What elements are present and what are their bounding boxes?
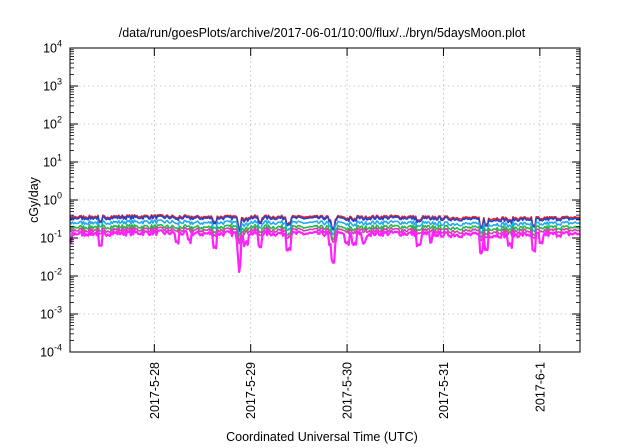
x-axis-label: Coordinated Universal Time (UTC) [226,430,418,444]
y-tick-label: 104 [43,39,62,56]
series-line [69,213,581,231]
grid [70,48,580,352]
y-tick-label: 103 [43,77,62,94]
y-ticks: 10-4 10-3 10-2 10-1 100 101 102 103 104 [40,39,580,360]
y-tick-label: 100 [43,191,62,208]
y-tick-label: 102 [43,115,62,132]
series-line [69,226,581,245]
series-line [68,229,581,274]
series-line [69,219,581,237]
x-tick-label: 2017-5-28 [148,362,162,419]
y-tick-label: 10-1 [40,229,62,246]
chart-title: /data/run/goesPlots/archive/2017-06-01/1… [119,26,526,40]
y-tick-label: 10-3 [40,305,62,322]
x-ticks: 2017-5-28 2017-5-29 2017-5-30 2017-5-31 2017… [148,48,547,419]
x-tick-label: 2017-5-31 [437,362,451,419]
y-tick-label: 101 [43,153,62,170]
y-axis-label: cGy/day [27,176,41,223]
x-tick-label: 2017-5-30 [341,362,355,419]
x-tick-label: 2017-5-29 [244,362,258,419]
y-tick-label: 10-4 [40,343,62,360]
y-tick-label: 10-2 [40,267,62,284]
series-layer [68,213,581,274]
x-tick-label: 2017-6-1 [533,362,547,412]
series-line [69,223,581,242]
series-line [69,215,581,232]
